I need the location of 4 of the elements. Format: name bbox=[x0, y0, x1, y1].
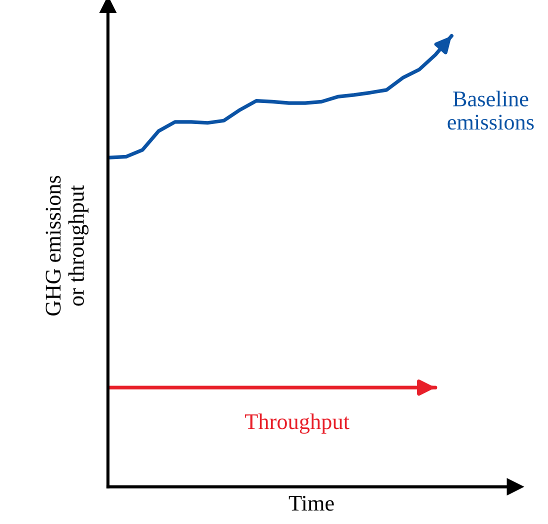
x-axis-title: Time bbox=[288, 496, 334, 511]
series-label: Baseline emissions bbox=[448, 90, 534, 130]
y-axis-title: GHG emissions or throughput bbox=[46, 176, 89, 316]
series-label: Throughput bbox=[244, 414, 350, 434]
